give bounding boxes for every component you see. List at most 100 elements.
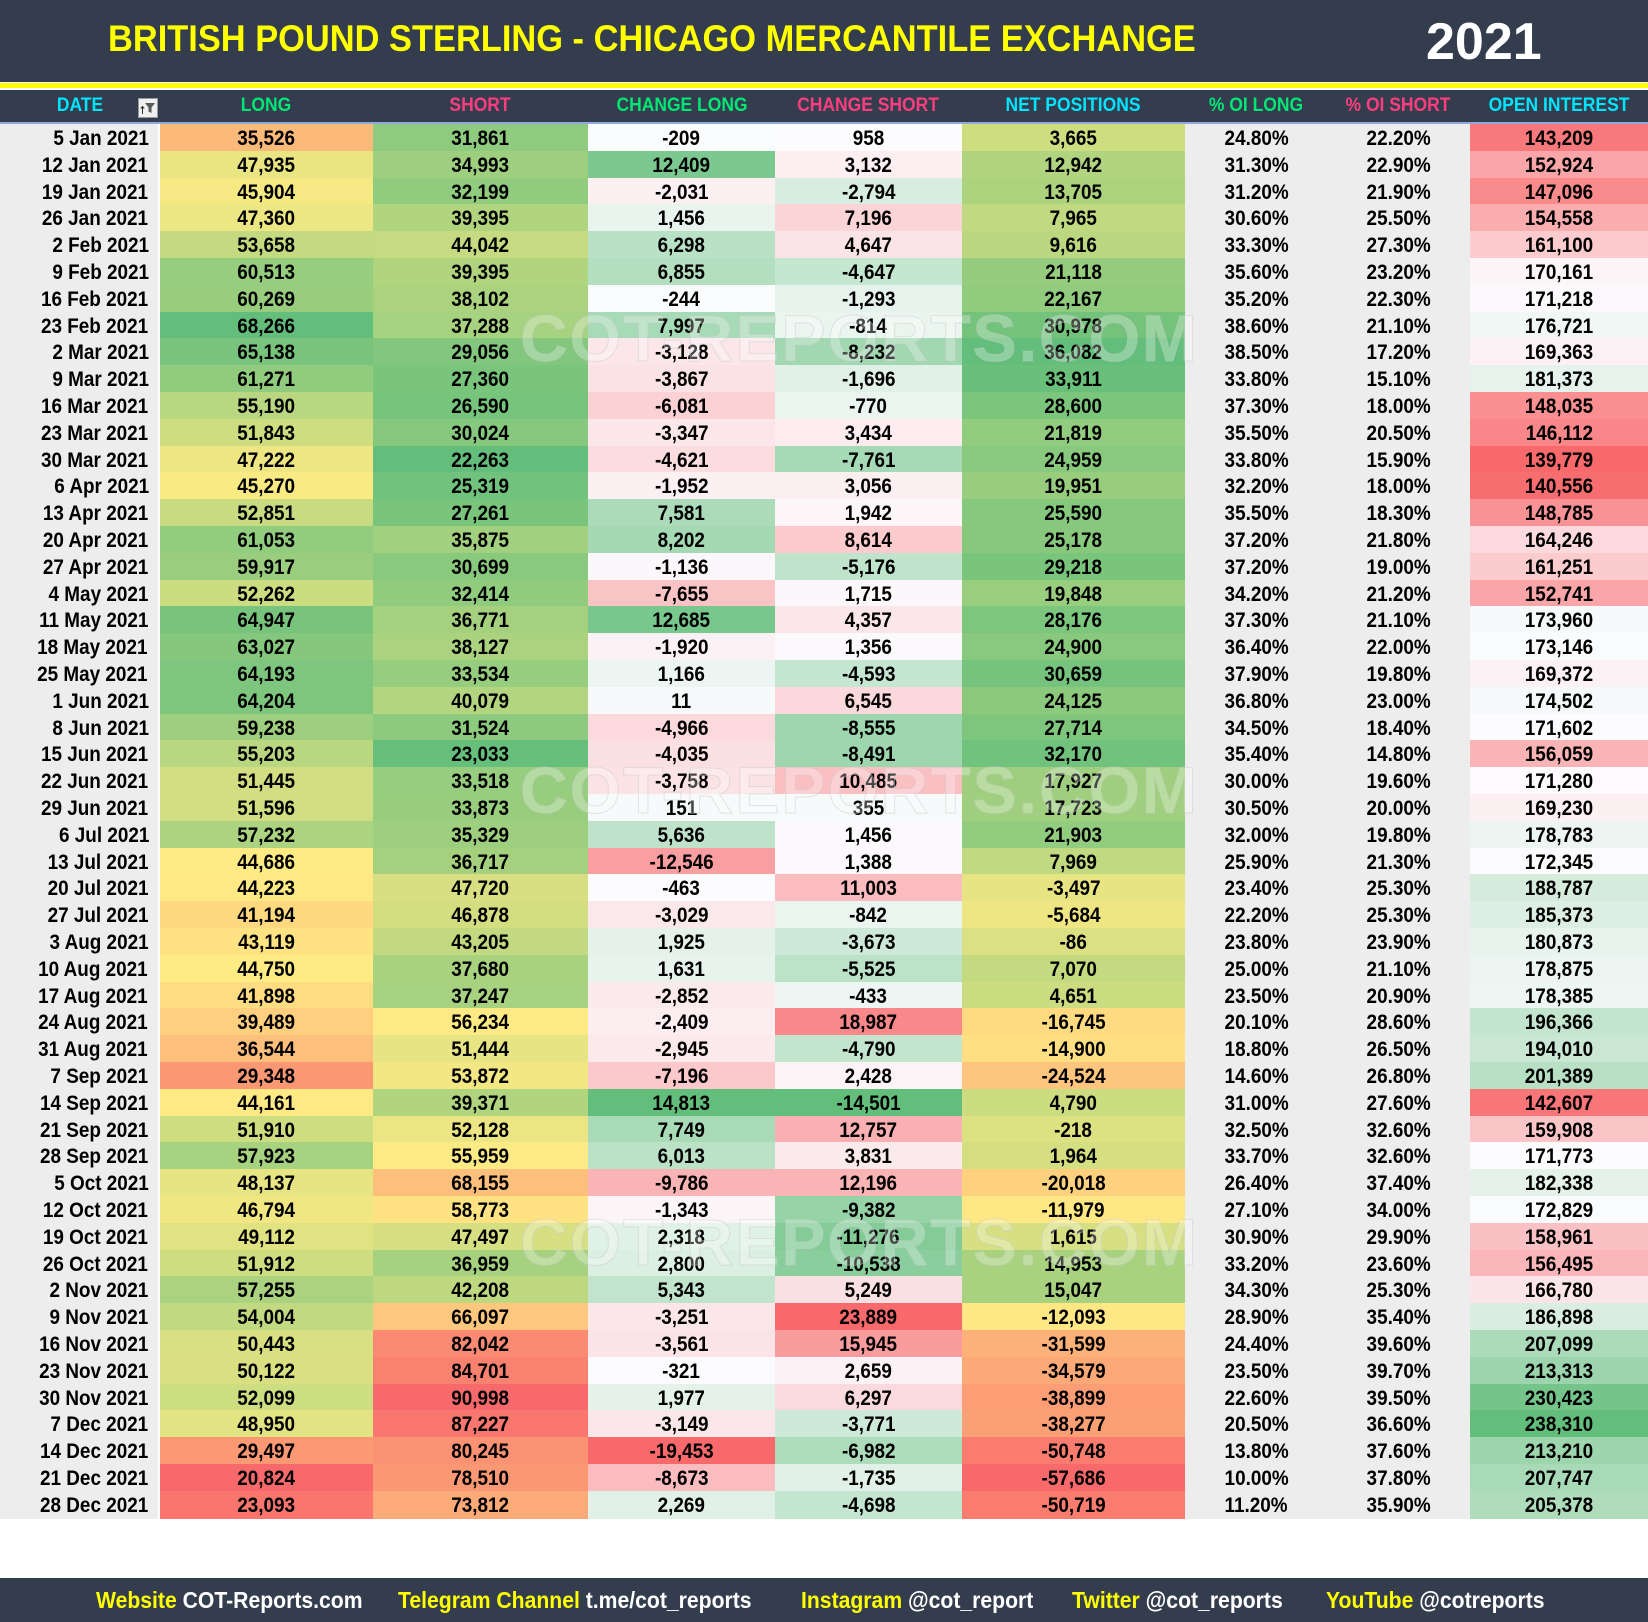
long-cell: 39,489	[160, 1008, 373, 1037]
cell-value: 14.60%	[1224, 1065, 1289, 1088]
col-header-short: SHORT	[449, 95, 511, 116]
cell-value: -842	[849, 904, 888, 928]
footer-twitter[interactable]: Twitter @cot_reports	[1072, 1587, 1283, 1613]
short-cell: 38,127	[373, 633, 588, 662]
pct-oi-short-cell: 22.30%	[1328, 284, 1470, 313]
cell-value: 35.40%	[1224, 743, 1289, 767]
col-header-date: DATE	[56, 95, 104, 116]
cell-value: 1,631	[657, 957, 706, 981]
pct-oi-long-cell: 33.30%	[1185, 231, 1328, 260]
cell-value: 171,280	[1524, 770, 1594, 794]
pct-oi-short-cell: 26.80%	[1328, 1062, 1470, 1090]
pct-oi-short-cell: 14.80%	[1328, 740, 1470, 769]
cell-value: 8,202	[657, 529, 706, 552]
table-row: 6 Apr 2021 45,270 25,319 -1,952 3,056 19,951 3…	[0, 472, 1648, 501]
change-long-cell: -4,621	[588, 445, 775, 474]
change-long-cell: -3,867	[588, 365, 775, 394]
cell-value: 2 Nov 2021	[49, 1279, 149, 1303]
cell-value: 23.40%	[1224, 877, 1289, 901]
cell-value: 17,723	[1044, 797, 1103, 820]
short-cell: 39,395	[373, 204, 588, 233]
short-cell: 35,329	[373, 820, 588, 849]
pct-oi-long-cell: 25.90%	[1185, 847, 1328, 876]
pct-oi-short-cell: 15.10%	[1328, 365, 1470, 394]
change-short-cell: 2,659	[775, 1356, 962, 1385]
footer-telegram[interactable]: Telegram Channel t.me/cot_reports	[398, 1587, 752, 1613]
cell-value: 9 Mar 2021	[51, 368, 149, 392]
cell-value: 14 Sep 2021	[39, 1091, 148, 1115]
footer-youtube[interactable]: YouTube @cotreports	[1326, 1587, 1545, 1613]
cell-value: 59,917	[237, 555, 296, 579]
short-cell: 37,247	[373, 981, 588, 1010]
cell-value: 29 Jun 2021	[40, 797, 149, 820]
cell-value: 33,534	[451, 663, 510, 686]
footer-website[interactable]: Website COT-Reports.com	[96, 1587, 363, 1613]
cell-value: 30,978	[1044, 314, 1103, 338]
pct-oi-long-cell: 30.00%	[1185, 767, 1328, 796]
cell-value: 51,445	[237, 770, 296, 794]
cell-value: 6,298	[657, 234, 706, 258]
change-long-cell: 6,855	[588, 258, 775, 286]
change-long-cell: -1,952	[588, 472, 775, 501]
change-short-cell: 6,297	[775, 1383, 962, 1412]
change-short-cell: -10,538	[775, 1249, 962, 1278]
cell-value: 1,388	[844, 850, 893, 874]
cell-value: 4,357	[844, 609, 893, 633]
change-long-cell: -2,031	[588, 177, 775, 206]
net-positions-cell: 25,178	[962, 526, 1185, 554]
cell-value: 25.30%	[1366, 877, 1432, 901]
short-cell: 58,773	[373, 1196, 588, 1224]
cell-value: 25.00%	[1224, 957, 1289, 981]
table-row: 9 Mar 2021 61,271 27,360 -3,867 -1,696 33,911…	[0, 365, 1648, 394]
open-interest-cell: 169,372	[1470, 660, 1648, 688]
table-row: 23 Feb 2021 68,266 37,288 7,997 -814 30,978 38…	[0, 311, 1648, 340]
change-short-cell: -6,982	[775, 1437, 962, 1466]
cell-value: 23 Mar 2021	[40, 421, 149, 445]
change-short-cell: -8,555	[775, 713, 962, 742]
cell-value: 2 Mar 2021	[51, 341, 149, 365]
cell-value: 159,908	[1524, 1118, 1594, 1142]
cell-value: 37,247	[451, 984, 510, 1008]
footer-instagram[interactable]: Instagram @cot_report	[801, 1587, 1034, 1613]
cell-value: -4,966	[654, 716, 709, 740]
table-row: 15 Jun 2021 55,203 23,033 -4,035 -8,491 32,17…	[0, 740, 1648, 769]
date-cell: 23 Feb 2021	[0, 311, 158, 340]
change-short-cell: -1,293	[775, 284, 962, 313]
table-row: 10 Aug 2021 44,750 37,680 1,631 -5,525 7,070 2…	[0, 954, 1648, 983]
cell-value: -321	[662, 1359, 701, 1383]
date-cell: 19 Jan 2021	[0, 177, 158, 206]
cell-value: 148,035	[1524, 395, 1594, 418]
change-long-cell: 7,581	[588, 499, 775, 528]
change-short-cell: 1,356	[775, 633, 962, 662]
cell-value: 170,161	[1524, 261, 1594, 284]
cell-value: 13 Apr 2021	[42, 502, 149, 526]
long-cell: 65,138	[160, 338, 373, 367]
long-cell: 60,269	[160, 284, 373, 313]
change-long-cell: -3,561	[588, 1330, 775, 1358]
cell-value: -11,979	[1041, 1199, 1106, 1222]
cell-value: 10 Aug 2021	[38, 957, 148, 981]
filter-sort-icon[interactable]	[138, 98, 158, 118]
pct-oi-long-cell: 23.50%	[1185, 981, 1328, 1010]
cell-value: 33,518	[451, 770, 510, 794]
cell-value: 14 Dec 2021	[39, 1440, 148, 1464]
cell-value: 44,042	[451, 234, 510, 258]
change-long-cell: -209	[588, 124, 775, 152]
long-cell: 64,204	[160, 686, 373, 715]
cell-value: 22.00%	[1366, 636, 1432, 660]
short-cell: 44,042	[373, 231, 588, 260]
cell-value: -57,686	[1041, 1467, 1106, 1490]
change-long-cell: -3,029	[588, 901, 775, 930]
cell-value: 2,428	[844, 1065, 893, 1088]
change-short-cell: -4,698	[775, 1490, 962, 1519]
pct-oi-short-cell: 32.60%	[1328, 1142, 1470, 1171]
cell-value: 24.80%	[1224, 127, 1289, 150]
cell-value: 51,910	[237, 1118, 296, 1142]
net-positions-cell: -20,018	[962, 1169, 1185, 1198]
cell-value: 23,889	[839, 1306, 898, 1330]
date-cell: 4 May 2021	[0, 579, 158, 608]
table-row: 28 Sep 2021 57,923 55,959 6,013 3,831 1,964 33…	[0, 1142, 1648, 1171]
table-row: 6 Jul 2021 57,232 35,329 5,636 1,456 21,903 32…	[0, 820, 1648, 849]
pct-oi-short-cell: 22.90%	[1328, 150, 1470, 179]
cell-value: 37,680	[451, 957, 510, 981]
